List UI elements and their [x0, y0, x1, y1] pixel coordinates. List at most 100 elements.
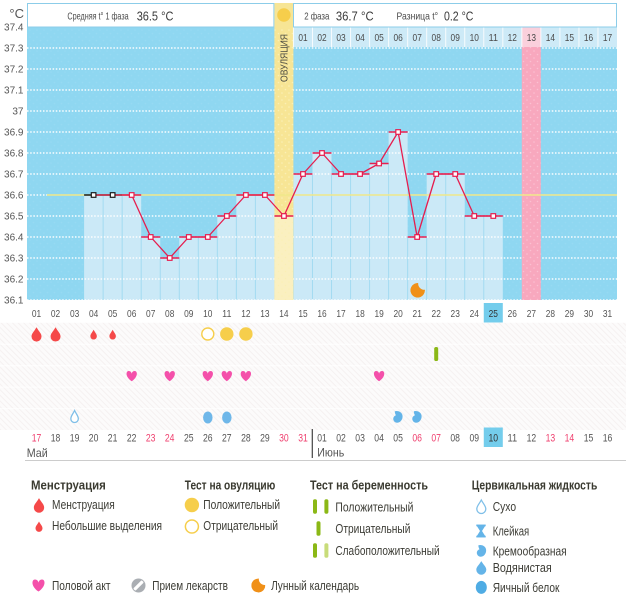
svg-text:20: 20 [393, 308, 402, 320]
svg-text:37: 37 [12, 107, 24, 118]
svg-text:18: 18 [51, 433, 61, 445]
svg-text:02: 02 [51, 308, 60, 320]
svg-text:Средняя t° 1 фаза: Средняя t° 1 фаза [67, 11, 128, 23]
svg-text:18: 18 [355, 308, 364, 320]
svg-text:06: 06 [393, 32, 402, 44]
svg-text:19: 19 [374, 308, 383, 320]
svg-text:36.9: 36.9 [4, 128, 24, 139]
svg-text:26: 26 [508, 308, 517, 320]
svg-text:16: 16 [603, 433, 613, 445]
svg-text:37.2: 37.2 [4, 65, 24, 76]
svg-text:09: 09 [451, 32, 460, 44]
svg-text:Июнь: Июнь [317, 446, 344, 460]
svg-text:24: 24 [470, 308, 479, 320]
svg-text:13: 13 [546, 433, 556, 445]
svg-text:Тест на овуляцию: Тест на овуляцию [185, 477, 275, 492]
svg-text:37.1: 37.1 [4, 86, 24, 97]
svg-text:09: 09 [470, 433, 480, 445]
svg-text:03: 03 [355, 433, 365, 445]
svg-text:11: 11 [222, 308, 231, 320]
svg-text:12: 12 [508, 32, 517, 44]
svg-text:Сухо: Сухо [493, 499, 516, 514]
svg-text:13: 13 [260, 308, 269, 320]
svg-text:Водянистая: Водянистая [493, 560, 552, 575]
svg-text:11: 11 [508, 433, 518, 445]
svg-text:02: 02 [336, 433, 346, 445]
svg-text:28: 28 [241, 433, 251, 445]
svg-text:01: 01 [32, 308, 41, 320]
svg-text:23: 23 [146, 433, 156, 445]
svg-text:27: 27 [222, 433, 232, 445]
svg-text:Небольшие выделения: Небольшие выделения [52, 518, 162, 533]
svg-text:10: 10 [489, 433, 499, 445]
svg-text:04: 04 [89, 308, 98, 320]
svg-text:06: 06 [127, 308, 136, 320]
svg-text:08: 08 [450, 433, 460, 445]
svg-text:05: 05 [108, 308, 117, 320]
svg-text:30: 30 [584, 308, 593, 320]
svg-text:22: 22 [432, 308, 441, 320]
svg-text:10: 10 [203, 308, 212, 320]
svg-text:17: 17 [336, 308, 345, 320]
svg-text:Май: Май [27, 446, 48, 460]
svg-text:04: 04 [355, 32, 364, 44]
svg-text:15: 15 [565, 32, 574, 44]
svg-text:21: 21 [108, 433, 118, 445]
svg-text:Отрицательный: Отрицательный [203, 518, 278, 533]
svg-text:21: 21 [413, 308, 422, 320]
svg-text:27: 27 [527, 308, 536, 320]
svg-text:36.7 °C: 36.7 °C [336, 9, 374, 24]
svg-text:Клейкая: Клейкая [493, 524, 530, 539]
svg-text:14: 14 [546, 32, 555, 44]
svg-text:01: 01 [298, 32, 307, 44]
svg-text:36.3: 36.3 [4, 254, 24, 265]
svg-text:29: 29 [260, 433, 270, 445]
svg-text:01: 01 [317, 433, 327, 445]
svg-text:30: 30 [279, 433, 289, 445]
svg-text:36.5 °C: 36.5 °C [137, 9, 174, 24]
svg-text:25: 25 [489, 308, 498, 320]
svg-text:16: 16 [584, 32, 593, 44]
svg-text:03: 03 [336, 32, 345, 44]
svg-text:36.6: 36.6 [4, 191, 24, 202]
svg-text:36.4: 36.4 [4, 233, 24, 244]
svg-text:Менструация: Менструация [31, 477, 106, 492]
svg-text:07: 07 [431, 433, 441, 445]
svg-text:28: 28 [546, 308, 555, 320]
svg-text:Менструация: Менструация [52, 497, 115, 512]
svg-text:11: 11 [489, 32, 498, 44]
svg-text:23: 23 [451, 308, 460, 320]
svg-text:37.4: 37.4 [4, 23, 24, 34]
svg-text:03: 03 [70, 308, 79, 320]
svg-text:10: 10 [470, 32, 479, 44]
svg-text:08: 08 [165, 308, 174, 320]
svg-text:ОВУЛЯЦИЯ: ОВУЛЯЦИЯ [278, 34, 290, 82]
svg-text:24: 24 [165, 433, 175, 445]
svg-text:36.7: 36.7 [4, 170, 24, 181]
svg-text:20: 20 [89, 433, 99, 445]
svg-text:13: 13 [527, 32, 536, 44]
svg-text:19: 19 [70, 433, 80, 445]
svg-text:31: 31 [298, 433, 308, 445]
svg-text:Цервикальная жидкость: Цервикальная жидкость [472, 477, 598, 492]
svg-text:04: 04 [374, 433, 384, 445]
svg-text:22: 22 [127, 433, 137, 445]
svg-text:Прием лекарств: Прием лекарств [152, 578, 228, 593]
svg-text:08: 08 [432, 32, 441, 44]
svg-text:06: 06 [412, 433, 422, 445]
svg-text:36.2: 36.2 [4, 275, 24, 286]
svg-text:14: 14 [565, 433, 575, 445]
svg-text:36.1: 36.1 [4, 296, 24, 307]
svg-text:12: 12 [527, 433, 537, 445]
svg-text:31: 31 [603, 308, 612, 320]
svg-text:02: 02 [317, 32, 326, 44]
svg-text:Слабоположительный: Слабоположительный [335, 543, 439, 558]
svg-text:Отрицательный: Отрицательный [335, 521, 410, 536]
svg-text:0.2 °C: 0.2 °C [444, 9, 473, 24]
svg-text:25: 25 [184, 433, 194, 445]
svg-text:Половой акт: Половой акт [52, 578, 111, 593]
svg-text:12: 12 [241, 308, 250, 320]
svg-text:07: 07 [146, 308, 155, 320]
svg-text:15: 15 [584, 433, 594, 445]
svg-text:36.5: 36.5 [4, 212, 24, 223]
